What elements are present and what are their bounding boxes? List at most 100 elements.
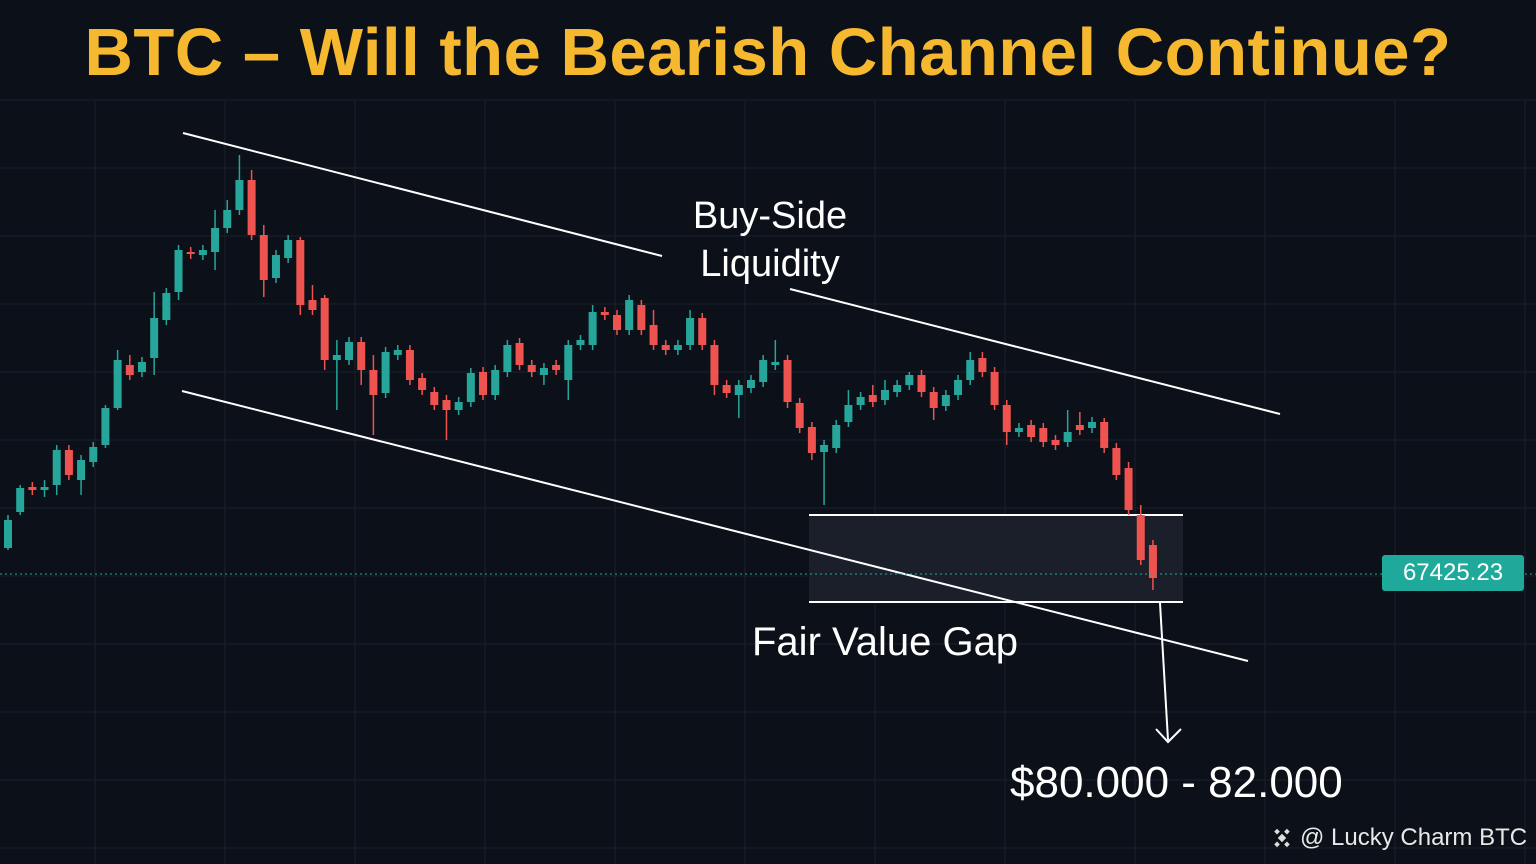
candle-body xyxy=(369,370,378,395)
candle-body xyxy=(28,487,37,490)
candle-body xyxy=(1075,425,1084,430)
candle-body xyxy=(430,392,439,405)
candle-body xyxy=(198,250,207,255)
candle-body xyxy=(64,450,73,475)
candle-body xyxy=(807,427,816,453)
candle-body xyxy=(174,250,183,292)
candle-body xyxy=(966,360,975,380)
arrow-shaft xyxy=(1159,602,1169,741)
candle-body xyxy=(552,365,561,370)
candle-body xyxy=(637,305,646,330)
annotation: Fair Value Gap xyxy=(752,620,1019,664)
candle-body xyxy=(357,342,366,370)
candle-body xyxy=(247,180,256,235)
candle-body xyxy=(491,370,500,395)
price-label: 67425.23 xyxy=(1382,555,1524,591)
candle-body xyxy=(16,488,25,512)
candle-body xyxy=(990,372,999,405)
candle-body xyxy=(1112,448,1121,475)
candle-body xyxy=(320,298,329,360)
candle-body xyxy=(332,355,341,360)
annotation: $80.000 - 82.000 xyxy=(1010,758,1343,807)
candles xyxy=(0,155,1536,590)
candle-body xyxy=(734,385,743,395)
candle-body xyxy=(345,342,354,360)
candle-body xyxy=(503,345,512,372)
candle-body xyxy=(235,180,244,210)
candle-body xyxy=(1014,428,1023,432)
candle-body xyxy=(868,395,877,402)
candle-body xyxy=(162,293,171,320)
candle-body xyxy=(832,425,841,448)
candle-body xyxy=(381,352,390,393)
candle-body xyxy=(1124,468,1133,510)
candle-body xyxy=(125,365,134,375)
candle-body xyxy=(1148,545,1157,578)
candle-body xyxy=(661,345,670,350)
candle-body xyxy=(698,318,707,345)
candle-body xyxy=(1100,422,1109,448)
candle-body xyxy=(710,345,719,385)
candle-body xyxy=(600,312,609,315)
candle-body xyxy=(783,360,792,402)
candle-body xyxy=(40,487,49,490)
candle-body xyxy=(1088,422,1097,428)
candle-body xyxy=(759,360,768,382)
candle-body xyxy=(77,460,86,480)
candle-body xyxy=(929,392,938,408)
candle-body xyxy=(625,300,634,330)
candle-body xyxy=(1063,432,1072,442)
candle-body xyxy=(771,362,780,365)
candle-body xyxy=(137,362,146,372)
candle-body xyxy=(418,378,427,390)
candle-body xyxy=(1027,425,1036,437)
candle-body xyxy=(564,345,573,380)
candle-body xyxy=(259,235,268,280)
watermark: @ Lucky Charm BTC xyxy=(1300,824,1528,851)
candle-body xyxy=(405,350,414,380)
candle-body xyxy=(1039,428,1048,442)
candle-body xyxy=(527,365,536,372)
candle-body xyxy=(820,445,829,452)
candle-body xyxy=(211,228,220,252)
candle-body xyxy=(905,375,914,385)
candle-body xyxy=(893,385,902,392)
candle-body xyxy=(113,360,122,408)
candle-body xyxy=(223,210,232,228)
chart-title: BTC – Will the Bearish Channel Continue? xyxy=(84,15,1452,90)
channel-upper xyxy=(182,132,663,257)
candle-body xyxy=(479,372,488,395)
candle-body xyxy=(588,312,597,345)
candle-body xyxy=(515,343,524,365)
candle-body xyxy=(954,380,963,395)
candle-body xyxy=(746,380,755,388)
channel-lower xyxy=(181,390,1249,662)
candle-body xyxy=(454,402,463,410)
candle-body xyxy=(576,340,585,345)
candle-body xyxy=(52,450,61,485)
candle-body xyxy=(686,318,695,345)
candle-body xyxy=(539,368,548,375)
annotation: Buy-Side Liquidity xyxy=(692,195,848,285)
candle-body xyxy=(1136,515,1145,560)
candle-body xyxy=(880,390,889,400)
candle-body xyxy=(442,400,451,410)
candle-body xyxy=(308,300,317,310)
arrow-head xyxy=(1155,728,1182,744)
candle-body xyxy=(722,385,731,393)
candle-body xyxy=(978,358,987,372)
candle-body xyxy=(1051,440,1060,445)
candle-body xyxy=(186,252,195,254)
candle-body xyxy=(101,408,110,445)
candle-body xyxy=(856,397,865,405)
candle-body xyxy=(673,345,682,350)
candle-body xyxy=(613,315,621,330)
candle-body xyxy=(1002,405,1011,432)
candle-body xyxy=(844,405,853,422)
candle-body xyxy=(4,520,12,548)
candle-body xyxy=(917,375,926,392)
candle-body xyxy=(466,373,475,402)
fair-value-gap-box xyxy=(809,515,1183,602)
